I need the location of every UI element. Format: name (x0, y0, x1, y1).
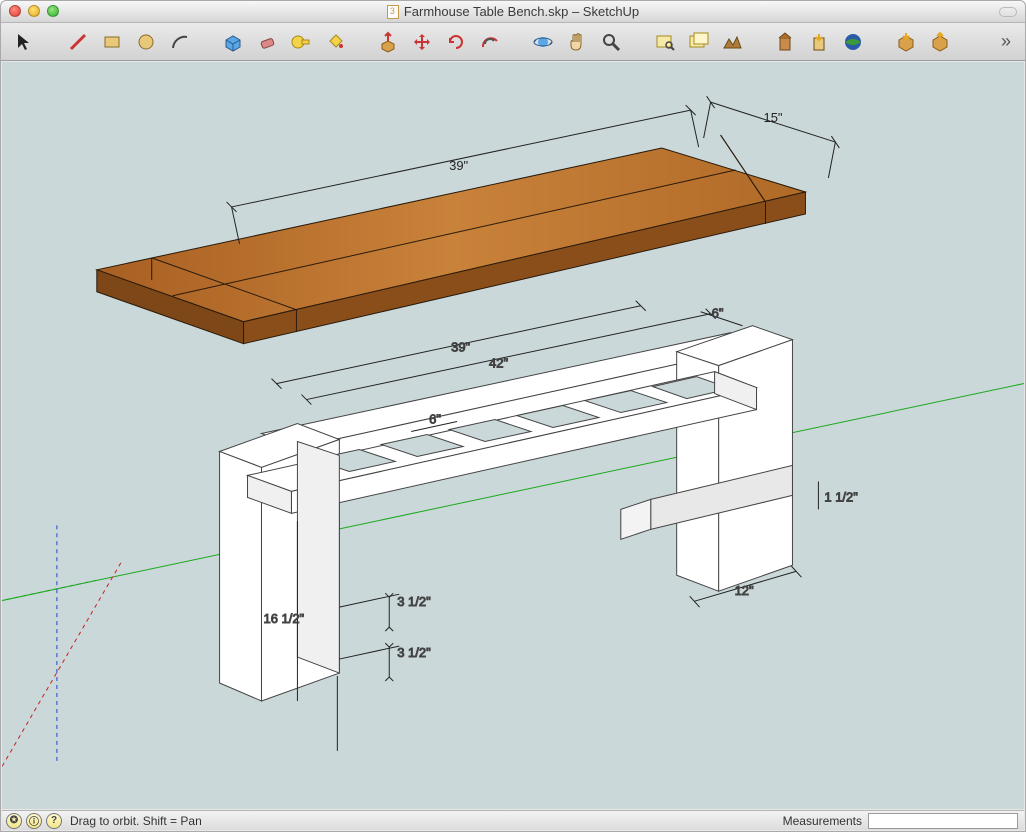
title-pill-icon (999, 7, 1017, 17)
status-geo-icon[interactable]: ✪ (6, 813, 22, 829)
window-controls (9, 5, 59, 17)
dim-base-outer: 42" (489, 356, 508, 371)
bench-base: 39" 42" 6" 6" 16 1/2" 3 1/2" 3 1/2" 12" … (220, 301, 859, 751)
share-model-tool[interactable] (926, 28, 954, 56)
preview-ge-tool[interactable] (839, 28, 867, 56)
dim-str-a: 3 1/2" (397, 594, 431, 609)
pan-tool[interactable] (563, 28, 591, 56)
status-hint: Drag to orbit. Shift = Pan (70, 814, 202, 828)
status-bar: ✪ ⓘ ? Drag to orbit. Shift = Pan Measure… (2, 810, 1024, 830)
circle-tool[interactable] (132, 28, 160, 56)
bench-top: 39" 15" (97, 96, 848, 344)
window-title: Farmhouse Table Bench.skp – SketchUp (387, 4, 639, 19)
dim-top-length: 39" (449, 158, 468, 173)
rotate-tool[interactable] (442, 28, 470, 56)
dim-base-inner: 39" (451, 340, 470, 355)
status-help-icon[interactable]: ? (46, 813, 62, 829)
measurements-input[interactable] (868, 813, 1018, 829)
toggle-terrain-tool[interactable] (718, 28, 746, 56)
toolbar-separator (758, 28, 759, 56)
toolbar-separator (206, 28, 207, 56)
toolbar-overflow-icon[interactable]: » (997, 31, 1015, 52)
make-component-tool[interactable] (219, 28, 247, 56)
get-models-tool[interactable] (892, 28, 920, 56)
photo-textures-tool[interactable] (805, 28, 833, 56)
toolbar-separator (637, 28, 638, 56)
scene-svg: 39" 15" (2, 62, 1024, 809)
rectangle-tool[interactable] (98, 28, 126, 56)
dim-leg-h: 16 1/2" (263, 611, 304, 626)
close-button[interactable] (9, 5, 21, 17)
model-viewport[interactable]: 39" 15" (2, 62, 1024, 809)
tape-measure-tool[interactable] (287, 28, 315, 56)
dim-base-depth: 6" (712, 306, 724, 321)
add-building-tool[interactable] (771, 28, 799, 56)
dim-foot-gap: 12" (735, 583, 754, 598)
dim-slat: 6" (429, 412, 441, 427)
select-tool[interactable] (11, 28, 39, 56)
toolbar-separator (516, 28, 517, 56)
measurements-label: Measurements (783, 814, 868, 828)
toolbar-separator (879, 28, 880, 56)
push-pull-tool[interactable] (374, 28, 402, 56)
document-icon (387, 5, 399, 19)
minimize-button[interactable] (28, 5, 40, 17)
status-credits-icon[interactable]: ⓘ (26, 813, 42, 829)
move-tool[interactable] (408, 28, 436, 56)
dim-str-b: 3 1/2" (397, 645, 431, 660)
add-location-tool[interactable] (684, 28, 712, 56)
arc-tool[interactable] (166, 28, 194, 56)
window-title-text: Farmhouse Table Bench.skp – SketchUp (404, 4, 639, 19)
orbit-tool[interactable] (529, 28, 557, 56)
zoom-extents-tool[interactable] (650, 28, 678, 56)
app-window: Farmhouse Table Bench.skp – SketchUp » (0, 0, 1026, 832)
title-bar[interactable]: Farmhouse Table Bench.skp – SketchUp (1, 1, 1025, 23)
line-tool[interactable] (64, 28, 92, 56)
eraser-tool[interactable] (253, 28, 281, 56)
dim-rail-thick: 1 1/2" (824, 489, 858, 504)
toolbar-separator (51, 28, 52, 56)
zoom-tool[interactable] (597, 28, 625, 56)
toolbar-separator (361, 28, 362, 56)
offset-tool[interactable] (476, 28, 504, 56)
zoom-button[interactable] (47, 5, 59, 17)
dim-top-width: 15" (764, 110, 783, 125)
main-toolbar: » (1, 23, 1025, 61)
paint-bucket-tool[interactable] (321, 28, 349, 56)
